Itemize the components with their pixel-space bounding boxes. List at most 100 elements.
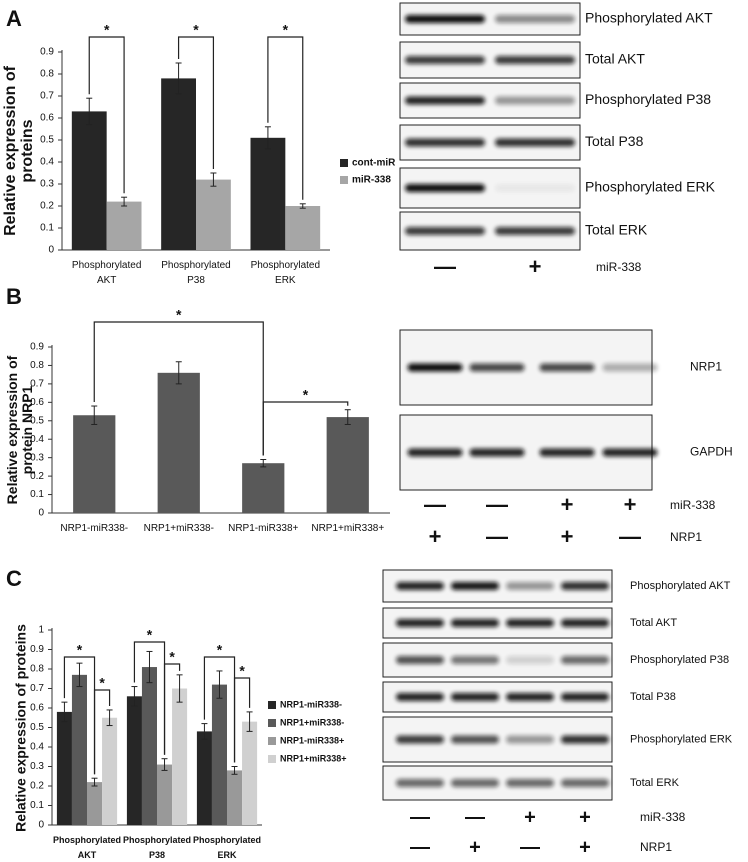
significance-bracket bbox=[93, 689, 111, 775]
y-tick-label: 0.3 bbox=[30, 761, 44, 772]
blot-band bbox=[469, 363, 525, 372]
x-tick-label: NRP1-miR338+ bbox=[228, 523, 299, 534]
blot-band bbox=[396, 656, 444, 664]
y-axis-label: Relative expression of protein NRP1 bbox=[4, 355, 35, 505]
significance-star: * bbox=[104, 22, 110, 38]
blot-band bbox=[495, 227, 575, 235]
blot-band bbox=[602, 448, 658, 457]
bar bbox=[242, 463, 285, 513]
blot-band bbox=[539, 363, 595, 372]
blot-band bbox=[561, 735, 609, 744]
bar bbox=[285, 206, 321, 250]
legend-swatch bbox=[340, 159, 348, 167]
blot-band bbox=[561, 693, 609, 701]
blot-band bbox=[405, 184, 485, 192]
blot-band bbox=[506, 582, 554, 590]
blot-label: Total P38 bbox=[585, 133, 644, 149]
y-tick-label: 0.9 bbox=[30, 342, 44, 353]
bar bbox=[242, 721, 258, 825]
blot-band bbox=[407, 363, 463, 372]
condition-sign: + bbox=[561, 524, 574, 549]
y-tick-label: 0.3 bbox=[30, 452, 44, 463]
blot-band bbox=[495, 184, 575, 192]
y-tick-label: 0.1 bbox=[30, 800, 44, 811]
blot-band bbox=[506, 619, 554, 627]
condition-label: miR-338 bbox=[640, 810, 686, 824]
bar bbox=[56, 711, 72, 825]
legend-label: NRP1+miR338+ bbox=[280, 753, 347, 763]
bar bbox=[227, 770, 243, 825]
significance-star: * bbox=[169, 649, 175, 665]
bar bbox=[326, 417, 369, 513]
significance-bracket bbox=[267, 36, 304, 200]
bar bbox=[126, 696, 142, 825]
blot-label: Total ERK bbox=[630, 777, 680, 789]
y-tick-label: 0.5 bbox=[40, 135, 54, 146]
y-tick-label: 0.5 bbox=[30, 415, 44, 426]
x-tick-label: Phosphorylated ERK bbox=[250, 260, 321, 286]
panel-label: B bbox=[6, 284, 22, 309]
bar bbox=[71, 111, 107, 251]
blot-label: Total P38 bbox=[630, 691, 676, 703]
legend-swatch bbox=[268, 719, 276, 727]
y-tick-label: 0.8 bbox=[30, 664, 44, 675]
significance-star: * bbox=[217, 642, 223, 658]
bar bbox=[157, 764, 173, 825]
blot-band bbox=[396, 735, 444, 744]
significance-star: * bbox=[193, 22, 199, 38]
x-tick-label: NRP1+miR338+ bbox=[311, 523, 385, 534]
y-tick-label: 0.6 bbox=[30, 703, 44, 714]
significance-star: * bbox=[239, 663, 245, 679]
blot-band bbox=[405, 96, 485, 105]
condition-sign: — bbox=[619, 524, 641, 549]
blot-label: NRP1 bbox=[690, 360, 722, 374]
blot-band bbox=[451, 619, 499, 627]
legend-swatch bbox=[268, 701, 276, 709]
blot-band bbox=[396, 619, 444, 627]
condition-sign: + bbox=[624, 492, 637, 517]
blot-label: GAPDH bbox=[690, 445, 733, 459]
x-tick-label: Phosphorylated AKT bbox=[52, 835, 121, 860]
blot-band bbox=[506, 735, 554, 744]
x-tick-label: Phosphorylated AKT bbox=[71, 260, 142, 286]
blot-label: Total AKT bbox=[585, 51, 645, 67]
panel-label: A bbox=[6, 6, 22, 31]
panel-label: C bbox=[6, 566, 22, 591]
blot-band bbox=[561, 619, 609, 627]
y-tick-label: 0 bbox=[38, 508, 44, 519]
y-tick-label: 0.6 bbox=[40, 113, 54, 124]
legend-swatch bbox=[268, 755, 276, 763]
condition-sign: + bbox=[529, 254, 542, 279]
blot-band bbox=[396, 693, 444, 701]
blot-band bbox=[396, 582, 444, 590]
condition-sign: — bbox=[424, 492, 446, 517]
blot-band bbox=[561, 656, 609, 664]
condition-label: miR-338 bbox=[596, 260, 642, 274]
y-tick-label: 0.4 bbox=[30, 742, 44, 753]
condition-sign: + bbox=[524, 806, 536, 828]
bar bbox=[196, 731, 212, 825]
blot-band bbox=[469, 448, 525, 457]
x-tick-label: NRP1+miR338- bbox=[143, 523, 214, 534]
y-tick-label: 0.7 bbox=[40, 91, 54, 102]
significance-star: * bbox=[283, 22, 289, 38]
y-tick-label: 1 bbox=[38, 625, 44, 636]
blot-label: Phosphorylated P38 bbox=[630, 654, 729, 666]
significance-bracket bbox=[233, 677, 251, 763]
blot-label: Phosphorylated AKT bbox=[630, 580, 731, 592]
legend-swatch bbox=[268, 737, 276, 745]
legend-label: cont-miR bbox=[352, 158, 396, 169]
condition-sign: — bbox=[465, 806, 485, 828]
condition-label: NRP1 bbox=[640, 840, 672, 854]
bar bbox=[102, 717, 118, 825]
y-tick-label: 0.1 bbox=[40, 223, 54, 234]
y-tick-label: 0.7 bbox=[30, 379, 44, 390]
blot-band bbox=[451, 735, 499, 744]
blot-band bbox=[405, 15, 485, 23]
y-tick-label: 0.6 bbox=[30, 397, 44, 408]
condition-sign: — bbox=[486, 524, 508, 549]
blot-label: Phosphorylated ERK bbox=[585, 179, 716, 195]
blot-band bbox=[405, 138, 485, 147]
blot-label: Phosphorylated P38 bbox=[585, 91, 711, 107]
